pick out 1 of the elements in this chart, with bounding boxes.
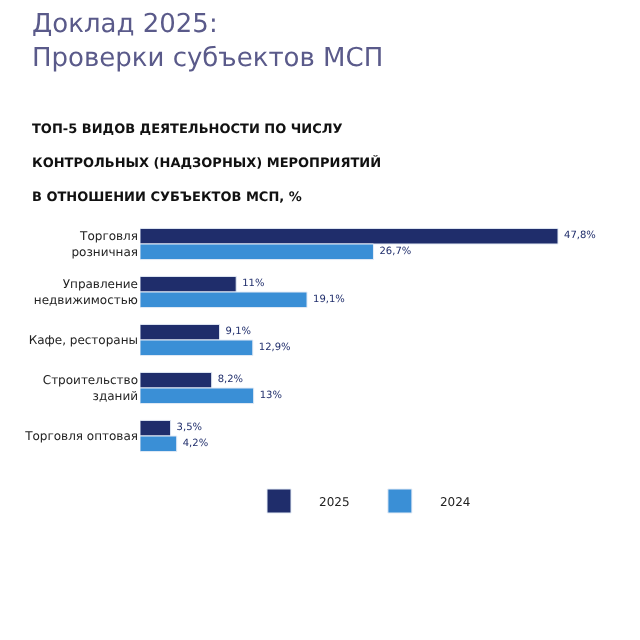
chart-title: Доклад 2025: Проверки субъектов МСП [32,10,384,74]
